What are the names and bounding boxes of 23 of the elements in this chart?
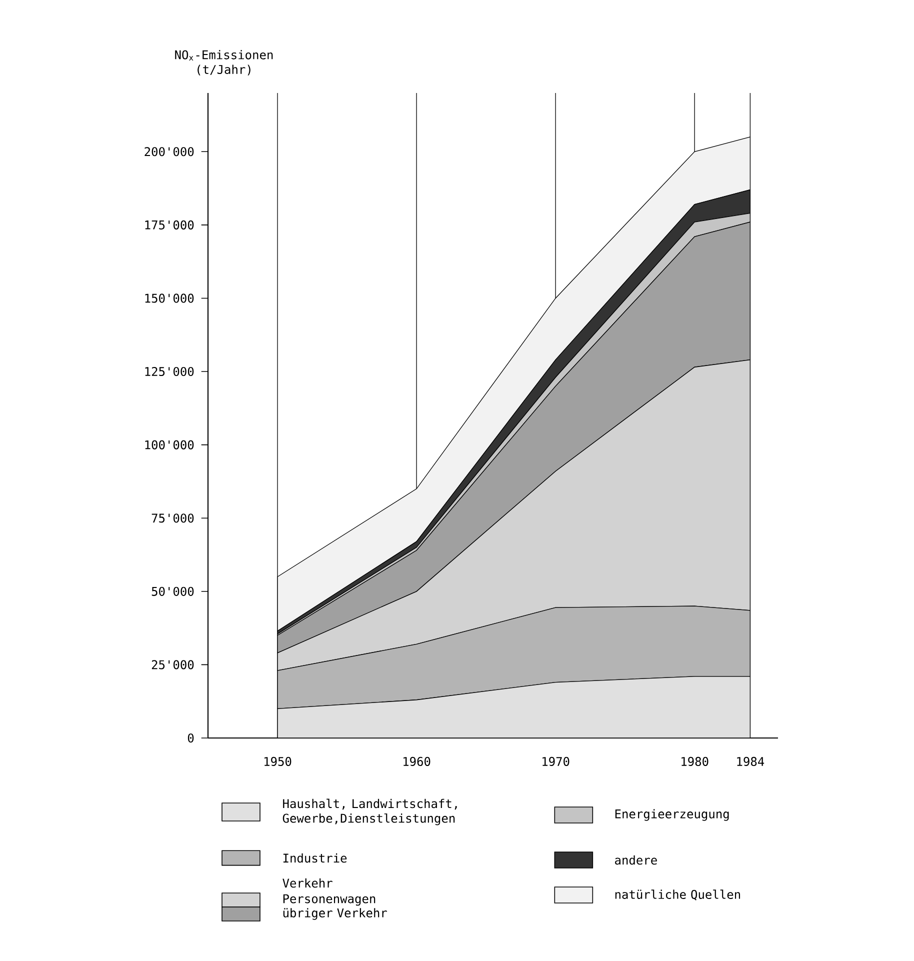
y-tick-label: 0 [188,733,194,743]
legend-label: übriger Verkehr [283,908,387,920]
legend-label: Energieerzeugung [615,809,729,821]
y-tick-label: 150'000 [145,294,194,303]
x-tick-label: 1980 [682,756,708,766]
legend-label: andere [615,855,657,865]
x-tick-label: 1950 [264,756,292,766]
y-tick-label: 125'000 [145,366,194,376]
y-tick-label: 100'000 [145,440,194,450]
legend-label: Personenwagen [283,894,376,906]
y-axis-title: NO$_{x}$-Emissionen (t/Jahr) [175,50,273,76]
text: Verkehr [282,878,332,888]
x-tick-label: 1960 [404,756,430,766]
y-tick-label: 50'000 [152,586,194,596]
y-tick-label: 25'000 [152,660,194,670]
y-tick-label: 175'000 [145,220,194,230]
legend-label: Industrie [283,853,347,863]
x-tick-label: 1970 [542,756,570,766]
legend-label: Haushalt, Landwirtschaft, Gewerbe,Dienstleistungen [282,798,457,826]
x-tick-label: 1984 [737,756,764,766]
y-tick-label: 200'000 [144,147,194,156]
legend-label: natürliche Quellen [615,890,740,900]
y-tick-label: 75'000 [152,514,194,523]
